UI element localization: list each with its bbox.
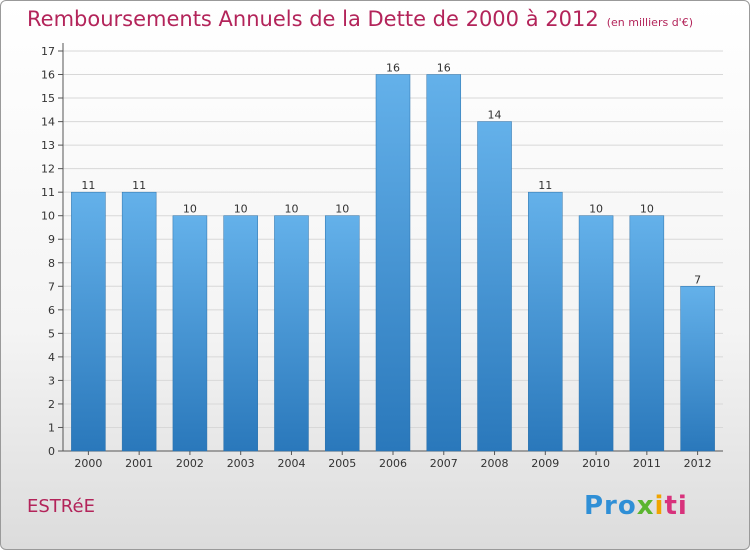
x-tick-label: 2004 — [277, 457, 305, 470]
bar — [274, 215, 309, 452]
y-tick-label: 14 — [41, 116, 55, 129]
chart-title-text: Remboursements Annuels de la Dette de 20… — [27, 7, 599, 31]
y-tick-label: 3 — [48, 374, 55, 387]
y-tick-label: 11 — [41, 186, 55, 199]
x-tick-label: 2008 — [481, 457, 509, 470]
y-tick-label: 13 — [41, 139, 55, 152]
data-label: 16 — [386, 62, 400, 75]
y-tick-label: 17 — [41, 45, 55, 58]
bar — [71, 191, 106, 452]
x-tick-label: 2006 — [379, 457, 407, 470]
data-label: 7 — [694, 273, 701, 286]
y-tick-label: 15 — [41, 92, 55, 105]
bar — [680, 286, 715, 452]
chart-unit: (en milliers d'€) — [606, 16, 693, 29]
bar — [324, 215, 360, 452]
y-tick-label: 1 — [48, 421, 55, 434]
data-label: 14 — [488, 109, 502, 122]
bar — [477, 121, 512, 452]
y-tick-label: 5 — [48, 327, 55, 340]
y-tick-label: 10 — [41, 210, 55, 223]
data-label: 10 — [589, 203, 603, 216]
bar — [629, 215, 665, 452]
x-tick-label: 2001 — [125, 457, 153, 470]
x-tick-label: 2000 — [74, 457, 102, 470]
data-label: 11 — [81, 179, 95, 192]
x-tick-label: 2010 — [582, 457, 610, 470]
data-labels: 11 11 10 10 10 10 16 16 14 11 10 10 7 — [81, 62, 701, 287]
data-label: 10 — [183, 203, 197, 216]
y-tick-label: 7 — [48, 280, 55, 293]
y-tick-label: 2 — [48, 398, 55, 411]
data-label: 10 — [335, 203, 349, 216]
data-label: 10 — [640, 203, 654, 216]
bar — [528, 191, 563, 452]
y-tick-label: 8 — [48, 257, 55, 270]
bar — [223, 215, 258, 452]
data-label: 11 — [132, 179, 146, 192]
chart-title: Remboursements Annuels de la Dette de 20… — [27, 7, 693, 31]
x-tick-label: 2011 — [633, 457, 661, 470]
y-tick-label: 4 — [48, 351, 55, 364]
bars — [71, 74, 715, 452]
bar — [578, 215, 614, 452]
data-label: 16 — [437, 62, 451, 75]
bar — [121, 191, 157, 452]
data-label: 10 — [284, 203, 298, 216]
x-tick-label: 2005 — [328, 457, 356, 470]
logo-part-1: Pro — [584, 491, 637, 521]
x-tick-label: 2012 — [684, 457, 712, 470]
x-tick-label: 2002 — [176, 457, 204, 470]
logo-part-4: ti — [664, 491, 688, 521]
proxiti-logo[interactable]: Proxiti — [584, 491, 688, 521]
data-label: 10 — [234, 203, 248, 216]
y-tick-label: 6 — [48, 304, 55, 317]
commune-name: ESTRéE — [27, 496, 95, 517]
bar — [426, 74, 462, 452]
x-tick-label: 2009 — [531, 457, 559, 470]
x-tick-label: 2003 — [227, 457, 255, 470]
logo-part-2: x — [636, 491, 655, 521]
y-tick-label: 12 — [41, 163, 55, 176]
bar — [375, 74, 411, 452]
data-label: 11 — [538, 179, 552, 192]
y-tick-label: 0 — [48, 445, 55, 458]
y-tick-label: 16 — [41, 69, 55, 82]
logo-part-3: i — [654, 491, 665, 521]
bar — [172, 215, 208, 452]
y-tick-label: 9 — [48, 233, 55, 246]
x-tick-label: 2007 — [430, 457, 458, 470]
